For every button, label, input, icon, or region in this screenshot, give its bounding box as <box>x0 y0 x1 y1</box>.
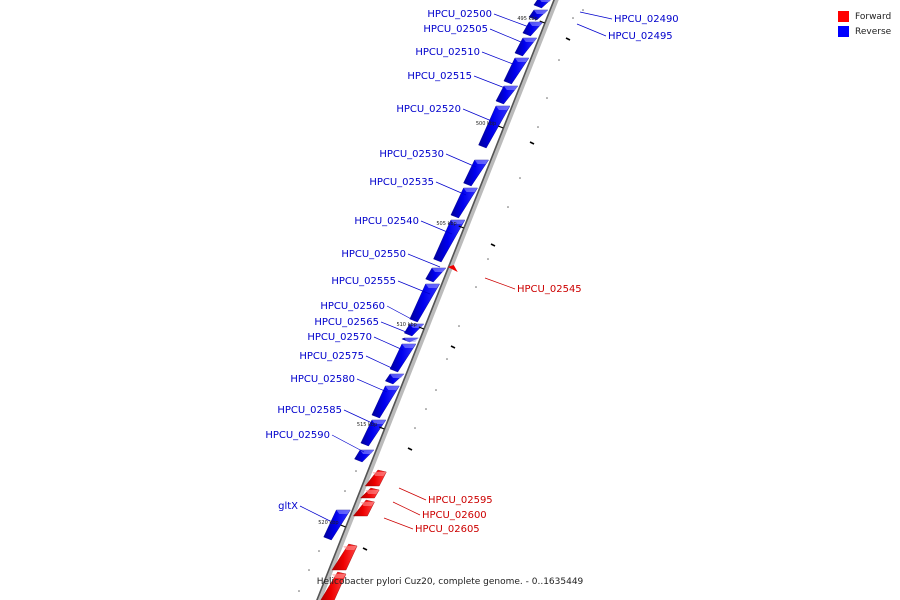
gene-label-HPCU_02520: HPCU_02520 <box>396 104 461 115</box>
gene-leader-HPCU_02520 <box>462 108 495 123</box>
tick-mark <box>458 225 464 229</box>
reverse-swatch <box>838 26 849 37</box>
gene-label-HPCU_02545: HPCU_02545 <box>517 284 582 295</box>
gene-leader-HPCU_02535 <box>435 181 467 196</box>
genome-caption: Helicobacter pylori Cuz20, complete geno… <box>316 577 584 587</box>
tick-label: 505 kbp <box>436 221 456 227</box>
gene-label-HPCU_02510: HPCU_02510 <box>415 47 480 58</box>
feature-dots <box>298 9 584 592</box>
gene-label-HPCU_02505: HPCU_02505 <box>423 24 488 35</box>
gene-leader-HPCU_02490 <box>579 11 613 20</box>
tick-mark <box>418 326 425 330</box>
gene-HPCU_02495[interactable] <box>528 9 549 21</box>
gene-leader-HPCU_02575 <box>365 355 397 371</box>
gene-leader-HPCU_02565 <box>380 321 412 335</box>
tick-layer: 495 kbp 500 kbp 505 kbp 510 kbp 515 kbp 520 k… <box>318 16 545 528</box>
tick-label: 495 kbp <box>517 16 537 22</box>
backbone <box>316 0 559 600</box>
gene-bottom-0[interactable] <box>331 543 358 571</box>
gene-leader-HPCU_02595 <box>398 487 427 501</box>
legend-item-reverse: Reverse <box>838 24 891 39</box>
gene-leader-HPCU_02540 <box>420 220 453 235</box>
gene-label-HPCU_02530: HPCU_02530 <box>379 149 444 160</box>
tick-label: 510 kbp <box>396 322 416 328</box>
gene-label-HPCU_02585: HPCU_02585 <box>277 405 342 416</box>
gene-HPCU_02570[interactable] <box>389 343 417 373</box>
gene-leader-HPCU_02550 <box>407 253 441 268</box>
gene-label-HPCU_02515: HPCU_02515 <box>407 71 472 82</box>
gene-leader-HPCU_02555 <box>397 280 431 295</box>
forward-swatch <box>838 11 849 22</box>
gene-label-HPCU_02535: HPCU_02535 <box>369 177 434 188</box>
gene-leader-HPCU_02600 <box>392 501 421 516</box>
gene-HPCU_02555[interactable] <box>409 283 440 323</box>
gene-label-gltX: gltX <box>278 501 298 512</box>
gene-label-HPCU_02605: HPCU_02605 <box>415 524 480 535</box>
gene-label-HPCU_02555: HPCU_02555 <box>331 276 396 287</box>
gene-leader-HPCU_02545 <box>484 277 516 290</box>
gene-label-HPCU_02570: HPCU_02570 <box>307 332 372 343</box>
gene-HPCU_02545-mark[interactable] <box>447 265 458 272</box>
gene-leader-HPCU_02510 <box>481 51 514 65</box>
gene-HPCU_02580[interactable] <box>371 385 400 419</box>
gene-leader-HPCU_02580 <box>356 378 388 393</box>
gene-HPCU_02590[interactable] <box>354 449 375 463</box>
gene-HPCU_02490[interactable] <box>533 0 553 9</box>
legend-label-forward: Forward <box>855 11 892 22</box>
gene-label-HPCU_02590: HPCU_02590 <box>265 430 330 441</box>
tick-mark <box>340 524 346 528</box>
gene-HPCU_02505[interactable] <box>514 37 538 57</box>
gene-label-HPCU_02490: HPCU_02490 <box>614 14 679 25</box>
gene-leader-HPCU_02570 <box>373 336 404 351</box>
gene-HPCU_02520[interactable] <box>478 105 511 149</box>
gene-leader-HPCU_02560 <box>386 305 416 322</box>
tick-mark <box>498 125 504 129</box>
tick-mark <box>539 20 545 24</box>
gene-HPCU_02565[interactable] <box>401 337 419 343</box>
gene-leader-HPCU_02605 <box>383 517 414 530</box>
tick-mark <box>379 426 385 430</box>
tick-label: 515 kbp <box>357 422 377 428</box>
gene-label-HPCU_02565: HPCU_02565 <box>314 317 379 328</box>
legend: Forward Reverse <box>838 9 891 39</box>
gene-label-HPCU_02600: HPCU_02600 <box>422 510 487 521</box>
gene-label-HPCU_02495: HPCU_02495 <box>608 31 673 42</box>
gene-label-HPCU_02560: HPCU_02560 <box>320 301 385 312</box>
legend-label-reverse: Reverse <box>855 26 892 37</box>
gene-label-HPCU_02550: HPCU_02550 <box>341 249 406 260</box>
gene-HPCU_02600[interactable] <box>359 487 380 499</box>
gene-label-HPCU_02540: HPCU_02540 <box>354 216 419 227</box>
gene-leader-HPCU_02530 <box>445 153 477 168</box>
gene-HPCU_02595[interactable] <box>364 469 387 487</box>
gene-gltX[interactable] <box>323 509 351 541</box>
feature-marks <box>362 37 571 551</box>
gene-leader-HPCU_02585 <box>343 409 373 424</box>
gene-bottom-1[interactable] <box>319 571 347 600</box>
gene-leader-HPCU_02500 <box>493 13 530 28</box>
gene-HPCU_02510[interactable] <box>503 57 530 85</box>
gene-leader-HPCU_02515 <box>473 75 506 89</box>
gene-HPCU_02500[interactable] <box>522 21 544 37</box>
gene-label-HPCU_02500: HPCU_02500 <box>427 9 492 20</box>
gene-leader-gltX <box>299 505 331 522</box>
legend-item-forward: Forward <box>838 9 891 24</box>
gene-HPCU_02575[interactable] <box>385 373 405 385</box>
gene-HPCU_02515[interactable] <box>495 85 519 105</box>
gene-HPCU_02535[interactable] <box>450 187 478 219</box>
gene-layer: HPCU_02490 HPCU_02495 HPCU_02500 HPCU_02505… <box>265 0 679 600</box>
gene-leader-HPCU_02505 <box>489 28 522 43</box>
gene-leader-HPCU_02590 <box>331 434 365 453</box>
gene-HPCU_02605[interactable] <box>352 499 375 517</box>
gene-HPCU_02550[interactable] <box>425 267 447 283</box>
gene-label-HPCU_02575: HPCU_02575 <box>299 351 364 362</box>
gene-leader-HPCU_02495 <box>576 23 607 37</box>
gene-HPCU_02540[interactable] <box>433 219 466 263</box>
tick-label: 500 kbp <box>476 121 496 127</box>
gene-label-HPCU_02595: HPCU_02595 <box>428 495 493 506</box>
gene-label-HPCU_02580: HPCU_02580 <box>290 374 355 385</box>
gene-HPCU_02530[interactable] <box>463 159 489 187</box>
tick-label: 520 kbp <box>318 520 338 526</box>
